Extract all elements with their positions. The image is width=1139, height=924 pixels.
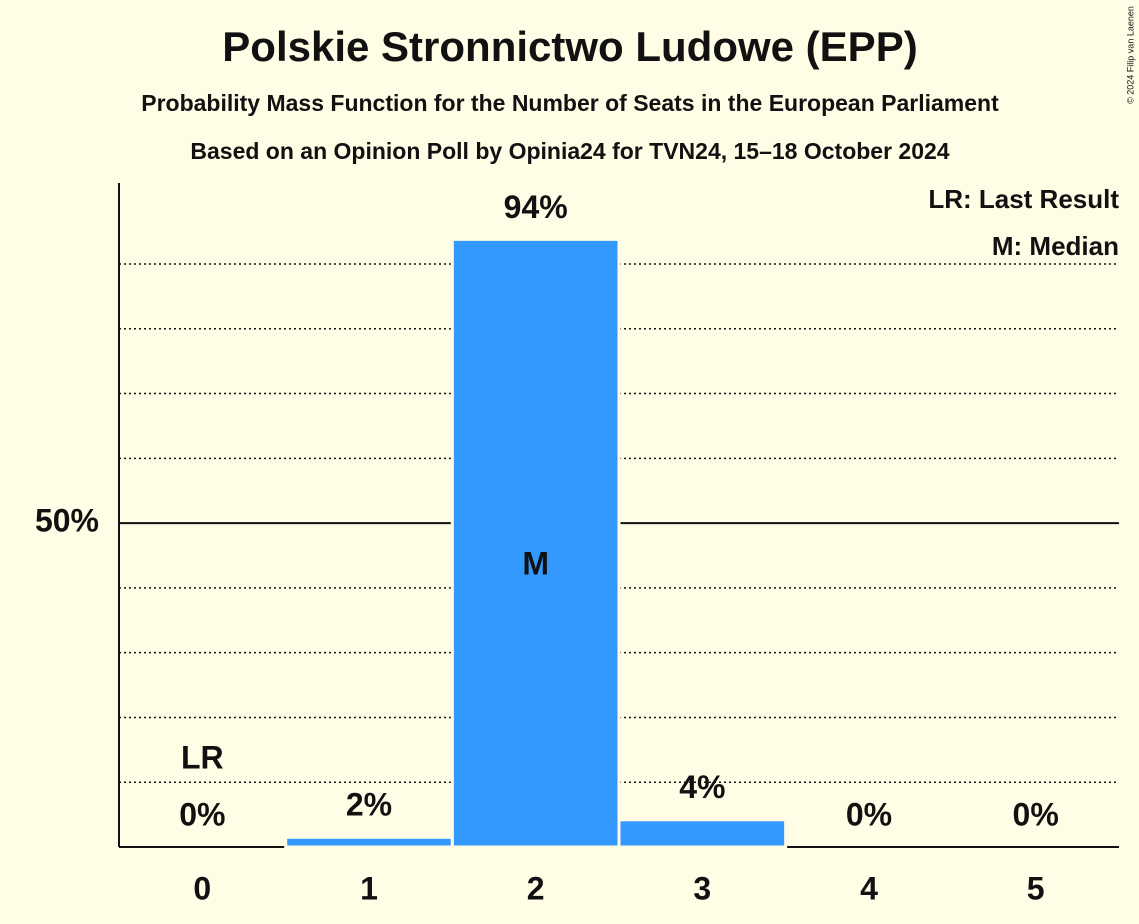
x-tick-label: 3 bbox=[693, 870, 711, 906]
x-tick-label: 1 bbox=[360, 870, 378, 906]
x-tick-label: 5 bbox=[1027, 870, 1045, 906]
chart-subtitle: Based on an Opinion Poll by Opinia24 for… bbox=[190, 138, 949, 164]
data-label: 2% bbox=[346, 787, 392, 823]
copyright: © 2024 Filip van Laenen bbox=[1125, 6, 1135, 104]
data-label: 4% bbox=[679, 769, 725, 805]
legend-entry: LR: Last Result bbox=[928, 184, 1119, 214]
y-tick-label: 50% bbox=[35, 503, 99, 539]
bar bbox=[284, 835, 454, 849]
bar bbox=[617, 818, 788, 849]
data-label: 0% bbox=[846, 796, 892, 832]
data-label: 0% bbox=[1013, 796, 1059, 832]
legend-entry: M: Median bbox=[992, 231, 1119, 261]
chart-subtitle: Probability Mass Function for the Number… bbox=[141, 90, 999, 116]
chart-title: Polskie Stronnictwo Ludowe (EPP) bbox=[222, 23, 917, 70]
bar bbox=[450, 237, 621, 849]
data-label: 94% bbox=[504, 189, 568, 225]
x-tick-label: 4 bbox=[860, 870, 878, 906]
annotation: M bbox=[522, 546, 549, 582]
x-tick-label: 0 bbox=[193, 870, 211, 906]
data-label: 0% bbox=[179, 796, 225, 832]
x-tick-label: 2 bbox=[527, 870, 545, 906]
annotation: LR bbox=[181, 739, 224, 775]
